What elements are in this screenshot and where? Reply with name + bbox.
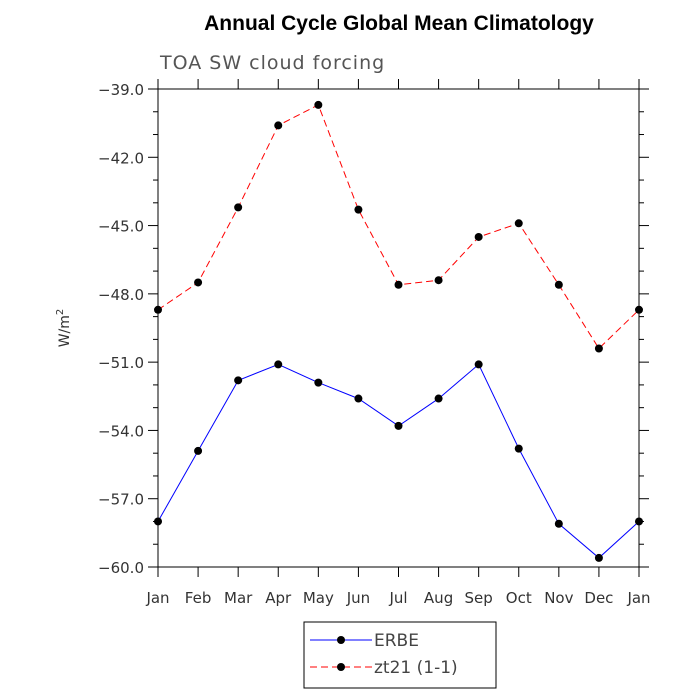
series-0-point-10 (554, 519, 563, 528)
y-axis-label: W/m2 (55, 309, 73, 348)
series-0-point-8 (474, 360, 483, 369)
x-tick-label: Sep (465, 589, 493, 607)
y-tick-label: −51.0 (98, 354, 144, 372)
series-0-point-9 (514, 444, 523, 453)
x-tick-label: Jul (388, 589, 407, 607)
y-tick-label: −57.0 (98, 491, 144, 509)
series-1-point-1 (194, 278, 203, 287)
series-0-point-5 (354, 394, 363, 403)
y-tick-label: −60.0 (98, 559, 144, 577)
axis-ticks (148, 79, 649, 577)
y-tick-labels: −39.0 −42.0 −45.0 −48.0 −51.0 −54.0 −57.0 −60.0 (98, 81, 144, 577)
series-1-point-10 (554, 280, 563, 289)
y-tick-label: −42.0 (98, 149, 144, 167)
series-0-point-7 (434, 394, 443, 403)
series-1-point-8 (474, 232, 483, 241)
legend-label-erbe: ERBE (374, 631, 419, 651)
series-0-point-1 (194, 446, 203, 455)
x-tick-label: Aug (424, 589, 453, 607)
x-tick-label: May (303, 589, 334, 607)
series-layer (154, 100, 643, 562)
series-1-point-4 (314, 100, 323, 109)
legend-label-zt21: zt21 (1-1) (374, 658, 458, 678)
series-1-point-2 (234, 203, 243, 212)
series-1-point-3 (274, 121, 283, 130)
chart-subtitle: TOA SW cloud forcing (159, 52, 385, 74)
y-tick-label: −39.0 (98, 81, 144, 99)
x-tick-label: Jun (346, 589, 370, 607)
series-0-point-11 (594, 553, 603, 562)
y-axis-label-superscript: 2 (55, 309, 66, 315)
series-0-point-6 (394, 421, 403, 430)
series-0-point-2 (234, 376, 243, 385)
series-1-point-11 (594, 344, 603, 353)
series-0-point-12 (635, 517, 643, 526)
x-tick-label: Nov (544, 589, 573, 607)
x-tick-label: Oct (506, 589, 532, 607)
series-1-point-5 (354, 205, 363, 214)
series-0-point-4 (314, 378, 323, 387)
legend-box (303, 621, 497, 689)
legend: ERBE zt21 (1-1) (303, 621, 497, 689)
x-tick-label: Feb (185, 589, 212, 607)
y-tick-label: −45.0 (98, 218, 144, 236)
series-line-0 (157, 363, 640, 559)
y-tick-label: −54.0 (98, 422, 144, 440)
x-tick-label: Dec (584, 589, 613, 607)
x-tick-label: Mar (224, 589, 253, 607)
plot-frame (157, 88, 640, 568)
series-line-1 (157, 104, 640, 350)
legend-marker-zt21 (337, 663, 345, 671)
x-tick-label: Apr (265, 589, 292, 607)
series-0-point-3 (274, 360, 283, 369)
series-1-point-9 (514, 219, 523, 228)
x-tick-label: Jan (145, 589, 169, 607)
x-tick-label: Jan (626, 589, 650, 607)
legend-marker-erbe (337, 636, 345, 644)
series-1-point-7 (434, 276, 443, 285)
series-1-point-0 (154, 305, 162, 314)
series-0-point-0 (154, 517, 162, 526)
series-1-point-6 (394, 280, 403, 289)
y-axis-label-base: W/m (57, 315, 73, 347)
series-1-point-12 (635, 305, 643, 314)
chart-title: Annual Cycle Global Mean Climatology (204, 12, 594, 35)
x-tick-labels: Jan Feb Mar Apr May Jun Jul Aug Sep Oct Nov Dec Jan (145, 589, 650, 607)
y-tick-label: −48.0 (98, 286, 144, 304)
